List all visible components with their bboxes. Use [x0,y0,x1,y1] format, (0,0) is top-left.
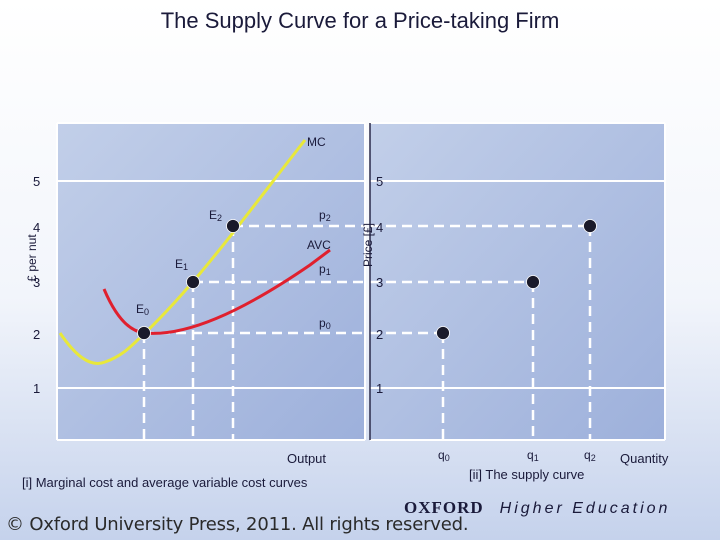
right-x-axis-label: Quantity [620,451,669,466]
left-x-axis-label: Output [287,451,326,466]
right-y-axis-label: Price [£] [361,223,375,267]
publisher-logo: OXFORD Higher Education [404,498,670,518]
left-dashed-guides [142,224,365,440]
right-y-tick: 2 [376,327,383,342]
p0-label: p0 [319,316,331,331]
left-equilibrium-points [137,219,240,340]
p1-label: p1 [319,262,331,277]
avc-curve [102,248,331,335]
left-y-ticks: 5 4 3 2 1 [33,174,40,396]
right-y-ticks: 5 4 3 2 1 [376,174,383,396]
publisher-subtitle: Higher Education [499,500,671,517]
right-y-tick: 3 [376,275,383,290]
right-y-tick: 5 [376,174,383,189]
e2-label: E2 [209,208,222,223]
right-y-tick: 4 [376,220,383,235]
left-gridlines [56,122,366,441]
supply-points [436,219,597,340]
point-e0 [137,326,151,340]
left-y-tick: 1 [33,381,40,396]
point-e1 [186,275,200,289]
publisher-name: OXFORD [404,498,484,517]
point-e2 [226,219,240,233]
q0-label: q0 [438,448,450,463]
mc-label: MC [307,135,326,149]
left-y-tick: 5 [33,174,40,189]
avc-label: AVC [307,238,331,252]
right-caption: [ii] The supply curve [469,467,584,482]
q1-label: q1 [527,448,539,463]
supply-point-q1 [526,275,540,289]
e1-label: E1 [175,257,188,272]
right-gridlines [370,122,666,441]
left-y-tick: 3 [33,275,40,290]
supply-point-q0 [436,326,450,340]
left-y-axis-label: £ per nut [25,234,39,282]
copyright-footer: © Oxford University Press, 2011. All rig… [6,514,469,535]
q2-label: q2 [584,448,596,463]
right-y-tick: 1 [376,381,383,396]
supply-point-q2 [583,219,597,233]
p2-label: p2 [319,208,331,223]
page-title: The Supply Curve for a Price-taking Firm [160,8,560,33]
left-y-tick: 4 [33,220,40,235]
left-y-tick: 2 [33,327,40,342]
right-dashed-guides [370,224,592,440]
left-caption: [i] Marginal cost and average variable c… [22,475,308,490]
e0-label: E0 [136,302,149,317]
